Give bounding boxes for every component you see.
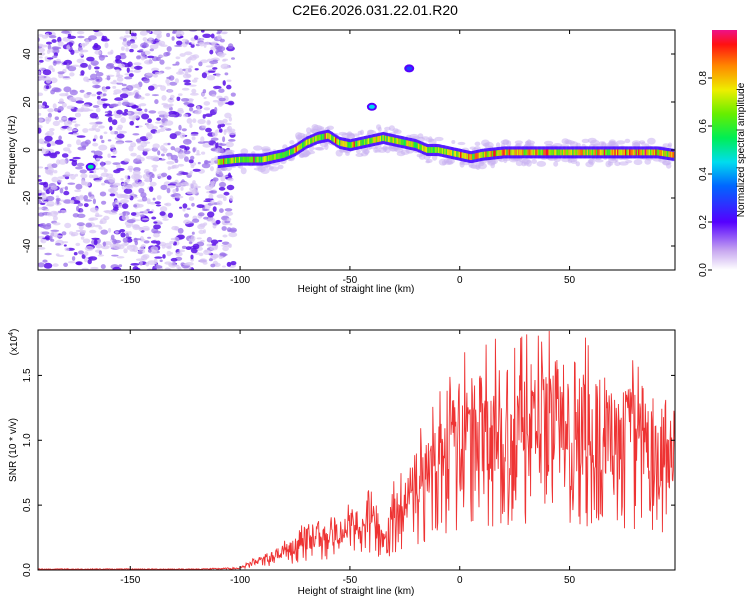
- snr-frame: [37, 329, 676, 571]
- colorbar-tick-label: 0.4: [698, 167, 709, 181]
- snr-xlabel: Height of straight line (km): [298, 586, 415, 597]
- snr-ytick-label: 1.0: [22, 433, 33, 447]
- spectrogram-xtick-label: -150: [120, 275, 140, 286]
- snr-ylabel: SNR (10 * v/v): [8, 418, 19, 482]
- snr-xtick-label: -150: [120, 575, 140, 586]
- snr-ytick-label: 0.0: [22, 563, 33, 577]
- snr-ytick-label: 0.5: [22, 498, 33, 512]
- snr-axes: -150 -100 -50 0 50 0.0 0.5 1.0 1.5: [22, 330, 675, 586]
- colorbar-gradient: [712, 30, 737, 270]
- spectrogram-ytick-label: 40: [22, 48, 33, 60]
- spectrogram-xtick-label: -50: [343, 275, 358, 286]
- spectrogram-ytick-label: -40: [22, 238, 33, 253]
- snr-xtick-label: 0: [457, 575, 463, 586]
- spectrogram-ytick-label: -20: [22, 190, 33, 205]
- spectrogram-xtick-label: 0: [457, 275, 463, 286]
- spectrogram-plot-area: [38, 30, 675, 270]
- colorbar-tick-label: 0.6: [698, 119, 709, 133]
- snr-scale-label: (x104): [8, 329, 20, 356]
- colorbar-tick-label: 0.2: [698, 215, 709, 229]
- spectrogram-xtick-label: -100: [230, 275, 250, 286]
- spectrogram-axes: -150 -100 -50 0 50 -40 -20 0 20 40: [22, 30, 675, 286]
- spectrogram-xlabel: Height of straight line (km): [298, 284, 415, 295]
- chart-title: C2E6.2026.031.22.01.R20: [292, 2, 458, 18]
- spectrogram-xtick-label: 50: [564, 275, 576, 286]
- snr-xtick-label: 50: [564, 575, 576, 586]
- colorbar-tick-label: 0.8: [698, 71, 709, 85]
- snr-series-line: [38, 330, 675, 570]
- colorbar-axes: 0.0 0.2 0.4 0.6 0.8: [698, 71, 712, 277]
- colorbar-tick-label: 0.0: [698, 263, 709, 277]
- spectrogram-ytick-label: 20: [22, 96, 33, 108]
- snr-xtick-label: -100: [230, 575, 250, 586]
- snr-ytick-label: 1.5: [22, 368, 33, 382]
- snr-plot-area: [38, 330, 675, 570]
- spectrogram-ytick-label: 0: [22, 147, 33, 153]
- colorbar-label: Normalized spectral amplitude: [736, 82, 747, 217]
- spectrogram-ylabel: Frequency (Hz): [7, 116, 18, 185]
- snr-xtick-label: -50: [343, 575, 358, 586]
